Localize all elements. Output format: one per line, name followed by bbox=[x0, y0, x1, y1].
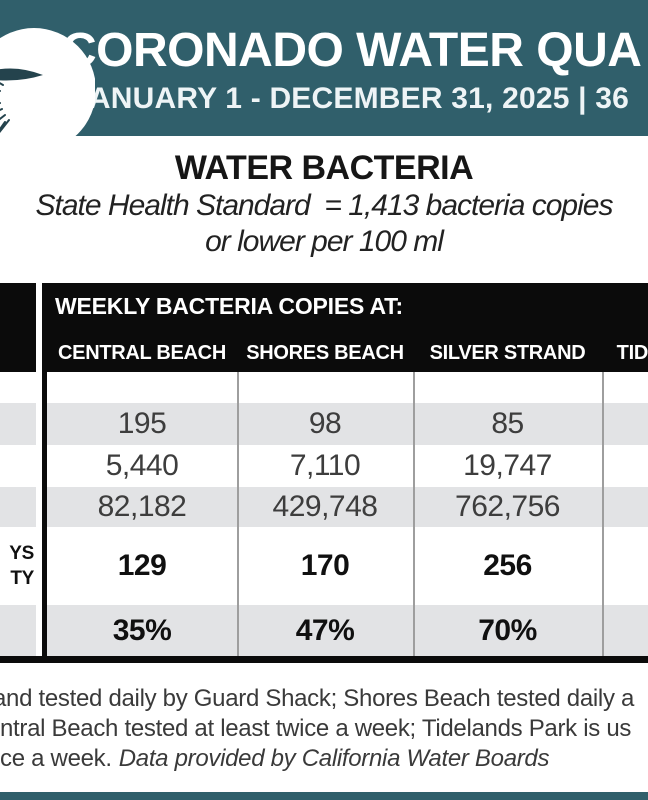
table-row: 35% 47% 70% bbox=[47, 605, 648, 656]
table-header-title: WEEKLY BACTERIA COPIES AT: bbox=[55, 293, 403, 319]
coronado-logo bbox=[0, 25, 96, 175]
table-row: 195 98 85 bbox=[47, 403, 648, 445]
table-row: 5,440 7,110 19,747 bbox=[47, 445, 648, 487]
table-row: 82,182 429,748 762,756 bbox=[47, 487, 648, 527]
date-range-subtitle: JANUARY 1 - DECEMBER 31, 2025 | 36 bbox=[72, 82, 630, 115]
row-label-column bbox=[0, 283, 36, 656]
column-separator bbox=[602, 372, 604, 656]
bottom-accent-bar bbox=[0, 792, 648, 800]
column-separator bbox=[413, 372, 415, 656]
column-header-central-beach: CENTRAL BEACH bbox=[58, 342, 226, 364]
footnote-line-1: and tested daily by Guard Shack; Shores … bbox=[0, 685, 635, 712]
table-left-divider bbox=[42, 283, 47, 656]
data-source-credit: Data provided by California Water Boards bbox=[118, 745, 550, 772]
column-header-silver-strand: SILVER STRAND bbox=[429, 342, 586, 364]
footnote: and tested daily by Guard Shack; Shores … bbox=[0, 663, 648, 792]
column-header-shores-beach: SHORES BEACH bbox=[246, 342, 404, 364]
logo-crest bbox=[0, 68, 43, 81]
logo-rays bbox=[0, 82, 10, 134]
row-label-header bbox=[0, 283, 36, 372]
header-banner: CORONADO WATER QUA JANUARY 1 - DECEMBER … bbox=[0, 0, 648, 136]
row-label-fragment: YS TY bbox=[9, 543, 34, 589]
table-row: 129 170 256 bbox=[47, 527, 648, 605]
table-row bbox=[47, 372, 648, 403]
bacteria-table: YS TY WEEKLY BACTERIA COPIES AT: CENTRAL… bbox=[0, 283, 648, 663]
standard-line-2: or lower per 100 ml bbox=[205, 225, 444, 258]
table-bottom-border bbox=[0, 656, 648, 663]
column-header-row: CENTRAL BEACH SHORES BEACH SILVER STRAND… bbox=[47, 342, 648, 365]
section-title: WATER BACTERIA bbox=[174, 149, 474, 187]
footnote-line-2: ntral Beach tested at least twice a week… bbox=[0, 715, 632, 742]
column-separator bbox=[237, 372, 239, 656]
page-title: CORONADO WATER QUA bbox=[62, 24, 642, 77]
footnote-line-3: ce a week. Data provided by California Wa… bbox=[0, 745, 550, 772]
logo-circle bbox=[0, 28, 96, 152]
table-data-area: WEEKLY BACTERIA COPIES AT: CENTRAL BEACH… bbox=[47, 283, 648, 656]
column-header-tidelands-truncated: TID bbox=[616, 342, 648, 364]
standard-line-1: State Health Standard = 1,413 bacteria c… bbox=[35, 189, 614, 222]
table-header: WEEKLY BACTERIA COPIES AT: CENTRAL BEACH… bbox=[47, 283, 648, 372]
state-health-standard: State Health Standard = 1,413 bacteria c… bbox=[0, 188, 648, 260]
